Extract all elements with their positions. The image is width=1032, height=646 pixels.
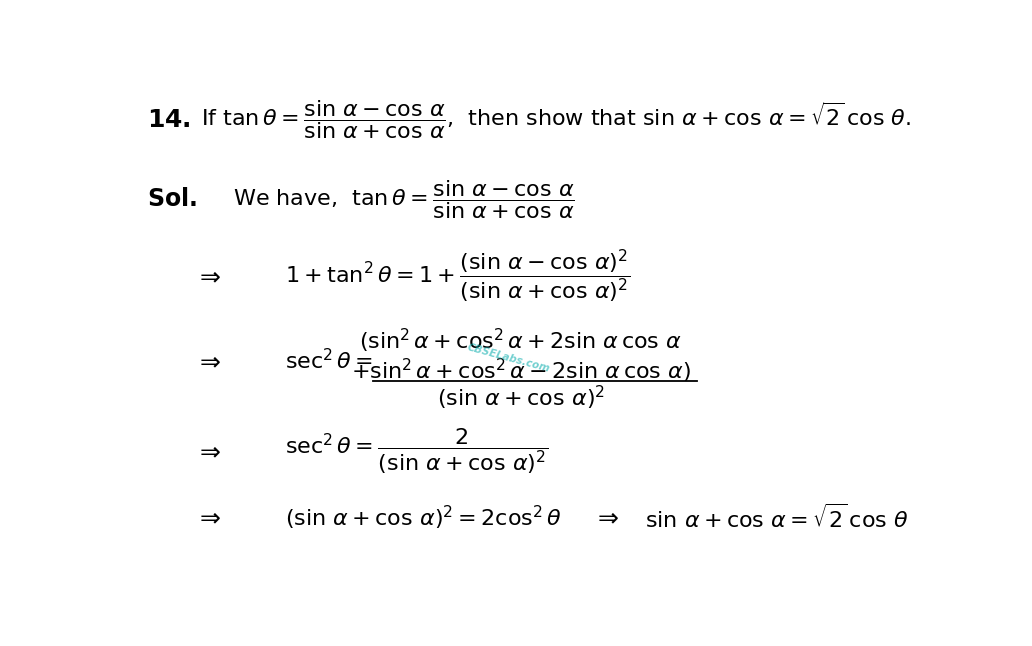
Text: $\sin\,\alpha+\cos\,\alpha=\sqrt{2}\,\cos\,\theta$: $\sin\,\alpha+\cos\,\alpha=\sqrt{2}\,\co… [645, 503, 908, 532]
Text: $\Rightarrow$: $\Rightarrow$ [195, 506, 221, 530]
Text: $\Rightarrow$: $\Rightarrow$ [592, 506, 619, 530]
Text: $\sec^2\theta=$: $\sec^2\theta=$ [285, 348, 373, 373]
Text: $\mathbf{Sol.}$: $\mathbf{Sol.}$ [147, 187, 196, 211]
Text: $1+\tan^2\theta=1+\dfrac{(\sin\,\alpha-\cos\,\alpha)^2}{(\sin\,\alpha+\cos\,\alp: $1+\tan^2\theta=1+\dfrac{(\sin\,\alpha-\… [285, 247, 631, 306]
Text: $\sec^2\theta=\dfrac{2}{(\sin\,\alpha+\cos\,\alpha)^2}$: $\sec^2\theta=\dfrac{2}{(\sin\,\alpha+\c… [285, 427, 548, 476]
Text: We have,  $\mathrm{tan}\,\theta=\dfrac{\sin\,\alpha-\cos\,\alpha}{\sin\,\alpha+\: We have, $\mathrm{tan}\,\theta=\dfrac{\s… [233, 178, 575, 221]
Text: $(\sin^2\alpha+\cos^2\alpha+2\sin\,\alpha\,\cos\,\alpha$: $(\sin^2\alpha+\cos^2\alpha+2\sin\,\alph… [359, 327, 682, 355]
Text: If $\mathrm{tan}\,\theta =\dfrac{\sin\,\alpha-\cos\,\alpha}{\sin\,\alpha+\cos\,\: If $\mathrm{tan}\,\theta =\dfrac{\sin\,\… [201, 98, 911, 141]
Text: $\Rightarrow$: $\Rightarrow$ [195, 439, 221, 464]
Text: $\mathbf{14.}$: $\mathbf{14.}$ [147, 108, 190, 132]
Text: $\Rightarrow$: $\Rightarrow$ [195, 264, 221, 289]
Text: $(\sin\,\alpha+\cos\,\alpha)^2$: $(\sin\,\alpha+\cos\,\alpha)^2$ [437, 384, 605, 412]
Text: $+\sin^2\alpha+\cos^2\alpha-2\sin\,\alpha\,\cos\,\alpha)$: $+\sin^2\alpha+\cos^2\alpha-2\sin\,\alph… [351, 357, 691, 385]
Text: $\Rightarrow$: $\Rightarrow$ [195, 349, 221, 373]
Text: CBSELabs.com: CBSELabs.com [466, 342, 551, 375]
Text: $(\sin\,\alpha+\cos\,\alpha)^2=2\cos^2\theta$: $(\sin\,\alpha+\cos\,\alpha)^2=2\cos^2\t… [285, 504, 561, 532]
